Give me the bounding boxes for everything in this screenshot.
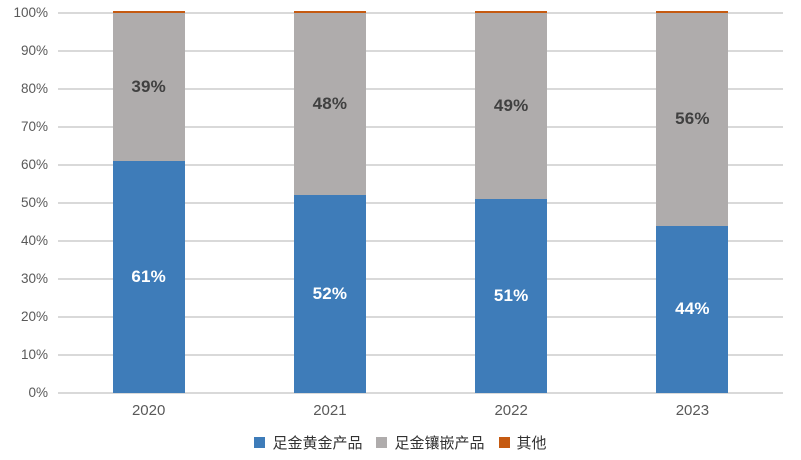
bar-segment-2023-series0: [656, 225, 728, 393]
y-axis-tick-label-70: 70%: [20, 119, 48, 134]
bar-segment-2021-series0: [294, 195, 366, 393]
gridline-100: [58, 12, 783, 14]
gridline-10: [58, 354, 783, 356]
legend-label: 其他: [516, 435, 547, 452]
gridline-70: [58, 126, 783, 128]
gridline-40: [58, 240, 783, 242]
y-axis-tick-label-40: 40%: [20, 233, 48, 248]
bar-segment-2021-series1: [294, 13, 366, 196]
y-axis-tick-label-60: 60%: [20, 157, 48, 172]
x-axis-label-2020: 2020: [131, 402, 166, 419]
legend-item-1: 足金镶嵌产品: [376, 432, 485, 453]
legend-swatch-icon: [498, 436, 510, 448]
x-axis-label-2021: 2021: [313, 402, 347, 419]
bar-segment-2020-series0: [113, 161, 185, 393]
bar-segment-2021-series2: [294, 11, 366, 13]
gridline-30: [58, 278, 783, 280]
y-axis-tick-label-80: 80%: [20, 81, 48, 96]
data-label-2022-series0: 51%: [493, 286, 529, 306]
y-axis-tick-label-50: 50%: [20, 195, 48, 210]
data-label-2023-series0: 44%: [675, 299, 710, 319]
bar-segment-2023-series2: [656, 11, 728, 13]
y-axis-tick-label-90: 90%: [20, 43, 48, 58]
data-label-2021-series0: 52%: [312, 284, 348, 304]
data-label-2022-series1: 49%: [493, 96, 529, 116]
bar-segment-2022-series1: [475, 13, 547, 200]
y-axis-tick-label-0: 0%: [28, 385, 48, 400]
gridline-20: [58, 316, 783, 318]
x-axis-label-2023: 2023: [675, 402, 710, 419]
y-axis-tick-label-20: 20%: [20, 309, 48, 324]
bar-segment-2022-series0: [475, 199, 547, 393]
data-label-2023-series1: 56%: [675, 109, 710, 129]
data-label-2020-series1: 39%: [131, 77, 166, 97]
gridline-0: [58, 392, 783, 394]
y-axis-tick-label-10: 10%: [20, 347, 48, 362]
data-label-2020-series0: 61%: [131, 267, 166, 287]
legend-swatch-icon: [376, 436, 388, 448]
x-axis-label-2022: 2022: [494, 402, 528, 419]
gridline-90: [58, 50, 783, 52]
y-axis-tick-label-30: 30%: [20, 271, 48, 286]
y-axis-tick-label-100: 100%: [13, 5, 48, 20]
legend-item-0: 足金黄金产品: [254, 432, 362, 453]
bar-segment-2020-series1: [113, 13, 185, 162]
legend-swatch-icon: [254, 436, 266, 448]
gridline-80: [58, 88, 783, 90]
legend-item-2: 其他: [498, 432, 547, 453]
gridline-60: [58, 164, 783, 166]
bar-segment-2023-series1: [656, 13, 728, 226]
legend-label: 足金黄金产品: [272, 435, 363, 452]
bar-segment-2022-series2: [475, 11, 547, 13]
data-label-2021-series1: 48%: [312, 94, 348, 114]
gridline-50: [58, 202, 783, 204]
chart-legend: 足金黄金产品 足金镶嵌产品 其他: [0, 430, 801, 454]
bar-segment-2020-series2: [113, 11, 185, 13]
legend-label: 足金镶嵌产品: [394, 435, 485, 452]
